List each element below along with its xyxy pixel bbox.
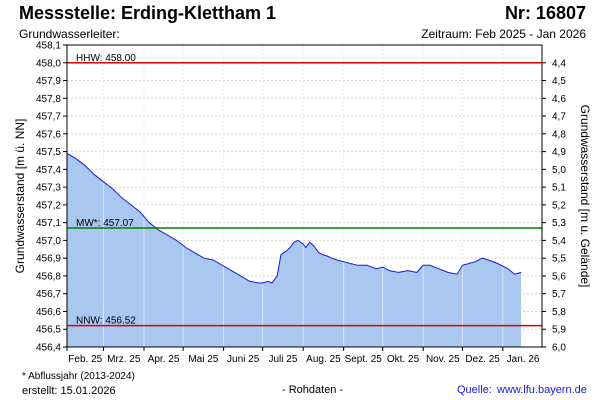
source-label: Quelle: [457,384,492,396]
x-tick-label: Okt. 25 [387,354,420,365]
y-axis-title: Grundwasserstand [m ü. NN] [13,119,27,274]
aquifer-label: Grundwasserleiter: [19,27,120,41]
y-right-tick-label: 5,1 [552,183,566,194]
x-tick-label: Feb. 25 [68,354,102,365]
y-right-tick-label: 5,3 [552,218,566,229]
groundwater-line [66,152,522,284]
y-right-tick-label: 5,9 [552,325,566,336]
y-tick-label: 456,9 [36,254,61,265]
y-right-axis-title: Grundwasserstand [m u. Gelände] [578,105,592,288]
y-right-tick-label: 5,7 [552,289,566,300]
y-tick-label: 457,6 [36,129,61,140]
y-right-tick-label: 4,8 [552,129,566,140]
source-link[interactable]: www.lfu.bayern.de [497,384,587,396]
tick-labels: 458,1 458,0 457,9 457,8 457,7 457,6 457,5 457,4… [13,41,592,366]
y-tick-label: 456,8 [36,271,61,282]
x-tick-label: Dez. 25 [465,354,500,365]
x-tick-label: Jan. 26 [507,354,540,365]
x-tick-label: Aug. 25 [306,354,341,365]
y-tick-label: 458,0 [36,58,61,69]
y-tick-label: 457,0 [36,236,61,247]
y-tick-label: 457,4 [36,165,61,176]
y-right-tick-label: 4,5 [552,76,566,87]
y-right-tick-label: 4,6 [552,94,566,105]
y-right-tick-label: 5,4 [552,236,566,247]
y-tick-label: 457,8 [36,94,61,105]
y-tick-label: 456,4 [36,343,61,354]
y-tick-label: 457,1 [36,218,61,229]
y-right-tick-label: 4,7 [552,112,566,123]
x-tick-label: Nov. 25 [426,354,460,365]
reference-lines: HHW: 458.00 MW*: 457.07 NNW: 456.52 [67,53,542,327]
y-right-tick-label: 5,2 [552,200,566,211]
y-tick-label: 457,9 [36,76,61,87]
y-tick-label: 457,7 [36,112,61,123]
x-tick-label: Juli 25 [269,354,298,365]
reference-label: HHW: 458.00 [76,53,136,64]
x-tick-label: Juni 25 [227,354,260,365]
period-label: Zeitraum: Feb 2025 - Jan 2026 [421,27,586,41]
created-date: erstellt: 15.01.2026 [22,385,116,397]
y-right-tick-label: 4,9 [552,147,566,158]
x-tick-label: Mai 25 [188,354,218,365]
y-right-tick-label: 5,0 [552,165,566,176]
reference-label: MW*: 457.07 [76,218,134,229]
y-tick-label: 457,5 [36,147,61,158]
chart-title: Messstelle: Erding-Klettham 1 [19,3,277,23]
station-number: Nr: 16807 [504,3,586,23]
axes [63,44,546,351]
x-tick-label: Mrz. 25 [107,354,141,365]
y-tick-label: 456,5 [36,325,61,336]
data-area [66,45,522,347]
raw-data-note: - Rohdaten - [282,384,344,396]
y-right-tick-label: 5,5 [552,254,566,265]
reference-label: NNW: 456.52 [76,316,136,327]
x-tick-label: Apr. 25 [148,354,180,365]
y-tick-label: 456,6 [36,307,61,318]
y-tick-label: 457,2 [36,200,61,211]
y-right-tick-label: 4,4 [552,58,566,69]
groundwater-area [67,153,522,347]
y-right-tick-label: 5,6 [552,271,566,282]
y-tick-label: 458,1 [36,41,61,52]
footnote: * Abflussjahr (2013-2024) [22,371,135,382]
y-tick-label: 457,3 [36,183,61,194]
x-tick-label: Sept. 25 [345,354,383,365]
y-tick-label: 456,7 [36,289,61,300]
y-right-tick-label: 5,8 [552,307,566,318]
plot-border [66,44,543,348]
y-right-tick-label: 6,0 [552,343,566,354]
